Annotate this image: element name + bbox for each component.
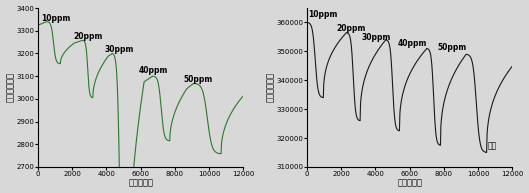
Text: 30ppm: 30ppm bbox=[362, 33, 391, 42]
Text: 10ppm: 10ppm bbox=[41, 14, 70, 23]
Text: 40ppm: 40ppm bbox=[398, 39, 427, 48]
Y-axis label: 电阵（欧姆）: 电阵（欧姆） bbox=[6, 73, 15, 102]
Text: 20ppm: 20ppm bbox=[336, 24, 366, 33]
Text: 10ppm: 10ppm bbox=[308, 10, 338, 19]
Text: 50ppm: 50ppm bbox=[184, 75, 213, 84]
Text: 40ppm: 40ppm bbox=[139, 66, 168, 75]
Text: 20ppm: 20ppm bbox=[73, 32, 103, 41]
X-axis label: 时间（秒）: 时间（秒） bbox=[128, 179, 153, 187]
Y-axis label: 电阵（欧姆）: 电阵（欧姆） bbox=[266, 73, 275, 102]
X-axis label: 时间（秒）: 时间（秒） bbox=[397, 179, 422, 187]
Text: 50ppm: 50ppm bbox=[437, 43, 466, 52]
Text: 30ppm: 30ppm bbox=[105, 45, 134, 54]
Text: 空气: 空气 bbox=[487, 141, 497, 150]
